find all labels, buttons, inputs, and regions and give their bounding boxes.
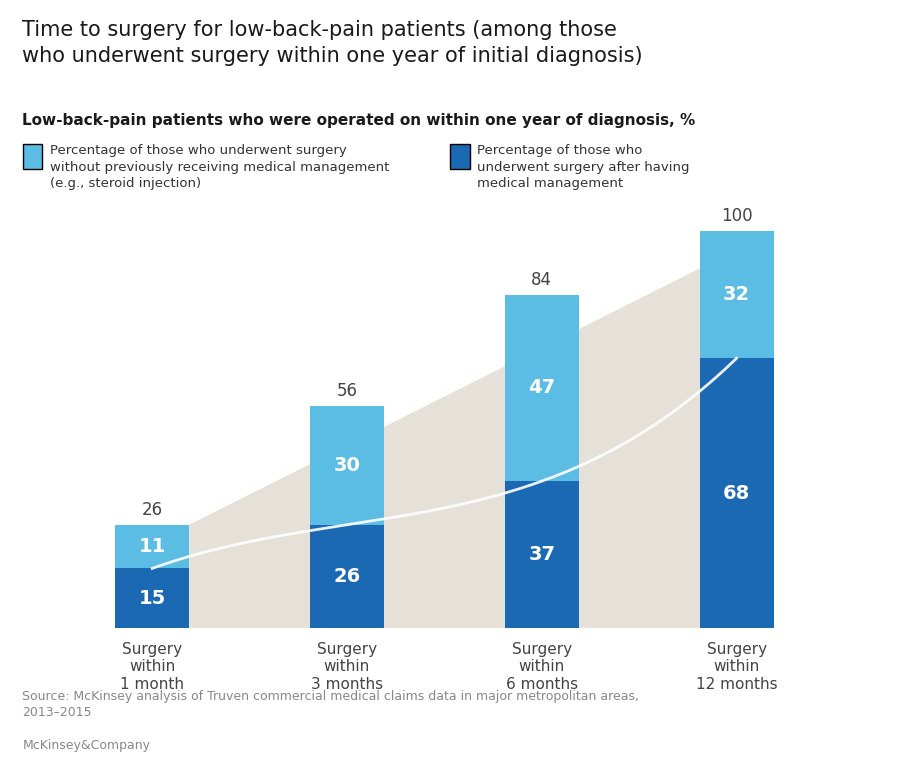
Text: Percentage of those who underwent surgery
without previously receiving medical m: Percentage of those who underwent surger… bbox=[50, 144, 389, 190]
Bar bbox=[699, 358, 774, 628]
Text: 15: 15 bbox=[139, 589, 166, 608]
Text: Time to surgery for low-back-pain patients (among those
who underwent surgery wi: Time to surgery for low-back-pain patien… bbox=[22, 20, 644, 66]
Polygon shape bbox=[189, 232, 774, 628]
Text: Low-back-pain patients who were operated on within one year of diagnosis, %: Low-back-pain patients who were operated… bbox=[22, 113, 696, 128]
Bar bbox=[310, 525, 384, 628]
Text: 68: 68 bbox=[723, 484, 751, 502]
Bar bbox=[115, 569, 189, 628]
Text: 37: 37 bbox=[528, 545, 555, 564]
Text: 56: 56 bbox=[337, 382, 357, 400]
Text: Source: McKinsey analysis of Truven commercial medical claims data in major metr: Source: McKinsey analysis of Truven comm… bbox=[22, 690, 640, 719]
Text: 26: 26 bbox=[141, 501, 163, 519]
Bar bbox=[699, 232, 774, 358]
Text: Percentage of those who
underwent surgery after having
medical management: Percentage of those who underwent surger… bbox=[477, 144, 689, 190]
Text: 32: 32 bbox=[723, 285, 751, 304]
Text: McKinsey&Company: McKinsey&Company bbox=[22, 739, 150, 753]
Text: 11: 11 bbox=[139, 537, 166, 556]
Text: 30: 30 bbox=[334, 456, 360, 475]
Text: 100: 100 bbox=[721, 207, 752, 225]
Bar bbox=[505, 481, 579, 628]
Bar bbox=[115, 525, 189, 569]
Text: 84: 84 bbox=[531, 271, 553, 289]
Bar bbox=[505, 295, 579, 481]
Text: 26: 26 bbox=[333, 567, 361, 586]
Bar bbox=[310, 406, 384, 525]
Text: 47: 47 bbox=[528, 378, 555, 398]
